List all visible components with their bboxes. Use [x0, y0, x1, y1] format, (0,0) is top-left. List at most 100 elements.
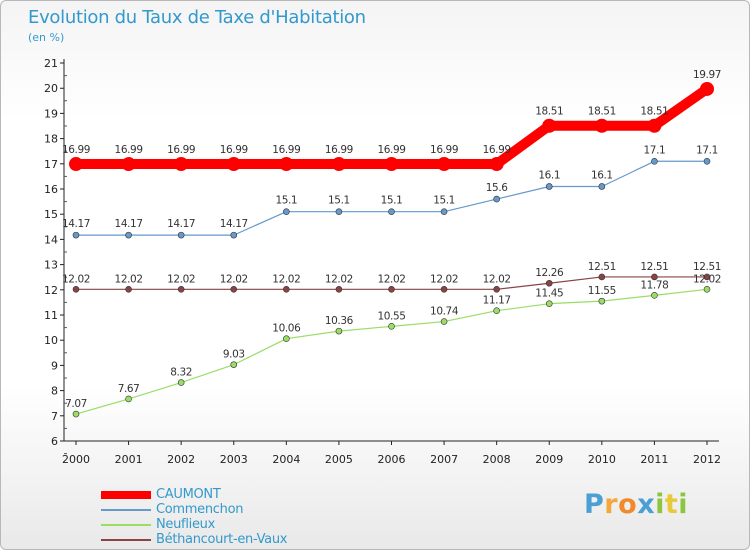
logo-letter: o	[618, 489, 638, 520]
y-tick-label: 10	[44, 334, 58, 347]
data-label: 18.51	[588, 106, 616, 118]
data-label: 17.1	[696, 144, 718, 156]
chart-subtitle: (en %)	[28, 31, 65, 44]
data-label: 14.17	[62, 218, 90, 230]
series-point-3	[72, 285, 80, 293]
chart-title: Evolution du Taux de Taxe d'Habitation	[28, 7, 366, 28]
data-label: 9.03	[223, 349, 245, 361]
proxiti-logo: Proxiti	[584, 489, 688, 520]
series-point-1	[493, 195, 500, 203]
data-label: 16.99	[62, 144, 90, 156]
data-label: 16.99	[115, 144, 143, 156]
data-label: 10.06	[272, 323, 301, 335]
series-point-3	[177, 285, 185, 293]
data-label: 16.99	[483, 144, 511, 156]
data-label: 16.99	[325, 144, 353, 156]
series-point-1	[703, 157, 711, 165]
series-point-0	[489, 157, 504, 172]
logo-letter: P	[584, 489, 605, 520]
series-point-0	[647, 118, 662, 133]
y-tick-label: 8	[51, 385, 58, 398]
y-tick-label: 13	[44, 259, 58, 272]
data-label: 7.07	[65, 398, 87, 410]
y-tick-label: 18	[44, 133, 58, 146]
data-label: 12.02	[167, 273, 195, 285]
series-point-1	[283, 208, 290, 215]
series-point-0	[384, 157, 399, 172]
data-label: 10.55	[377, 310, 405, 322]
legend-item-commenchon: Commenchon	[101, 502, 287, 517]
legend-label: Béthancourt-en-Vaux	[156, 532, 288, 547]
series-point-3	[388, 285, 395, 293]
series-point-2	[598, 297, 606, 305]
x-tick-label: 2009	[535, 453, 563, 466]
series-point-1	[177, 231, 185, 239]
y-tick-label: 17	[44, 158, 58, 171]
series-point-1	[598, 183, 606, 190]
series-point-3	[283, 285, 290, 293]
x-tick-label: 2004	[272, 453, 300, 466]
data-label: 10.36	[325, 315, 354, 327]
y-tick-label: 6	[51, 435, 58, 448]
data-label: 18.51	[535, 106, 563, 118]
series-point-1	[125, 231, 132, 239]
y-tick-label: 12	[44, 284, 58, 297]
data-label: 7.67	[118, 383, 140, 395]
series-point-1	[388, 208, 395, 215]
y-tick-label: 15	[44, 208, 58, 221]
x-tick-label: 2011	[640, 453, 668, 466]
series-point-2	[703, 285, 711, 293]
series-point-0	[594, 118, 609, 133]
y-tick-label: 16	[44, 183, 58, 196]
x-tick-label: 2010	[588, 453, 616, 466]
series-point-2	[388, 323, 395, 330]
data-label: 12.51	[693, 261, 721, 273]
logo-letter: r	[604, 489, 619, 520]
legend: CAUMONT Commenchon Neuflieux Béthancourt…	[101, 487, 287, 547]
data-label: 12.51	[640, 261, 668, 273]
data-label: 15.1	[433, 195, 455, 207]
data-label: 12.02	[62, 273, 90, 285]
data-label: 16.99	[220, 144, 248, 156]
data-label: 12.02	[483, 273, 511, 285]
data-label: 12.02	[115, 273, 143, 285]
legend-item-bethancourt: Béthancourt-en-Vaux	[101, 532, 287, 547]
legend-swatch-caumont	[101, 490, 151, 499]
data-label: 16.99	[167, 144, 195, 156]
data-label: 16.99	[377, 144, 405, 156]
data-label: 12.02	[325, 273, 353, 285]
data-label: 11.45	[535, 288, 563, 300]
data-label: 16.99	[430, 144, 458, 156]
series-point-0	[700, 81, 714, 96]
data-label: 12.02	[430, 273, 458, 285]
data-label: 12.02	[693, 273, 721, 285]
y-tick-label: 20	[44, 82, 58, 95]
data-label: 19.97	[693, 69, 721, 81]
series-point-1	[230, 231, 238, 239]
series-point-2	[283, 335, 290, 342]
legend-swatch-neuflieux	[101, 523, 151, 526]
series-point-2	[440, 318, 448, 325]
x-tick-label: 2000	[62, 453, 90, 466]
series-point-2	[230, 361, 238, 368]
series-point-2	[651, 292, 658, 299]
data-label: 12.51	[588, 261, 616, 273]
series-point-0	[279, 157, 294, 172]
series-point-3	[335, 285, 343, 293]
x-tick-label: 2012	[693, 453, 721, 466]
series-point-2	[177, 379, 185, 386]
x-tick-label: 2002	[167, 453, 195, 466]
data-label: 14.17	[167, 218, 195, 230]
series-point-0	[121, 157, 136, 172]
data-label: 15.1	[328, 195, 350, 207]
y-tick-label: 11	[44, 309, 58, 322]
data-label: 15.1	[381, 195, 403, 207]
data-label: 16.99	[272, 144, 300, 156]
series-point-0	[226, 157, 241, 172]
series-point-1	[72, 231, 80, 239]
data-label: 17.1	[644, 144, 666, 156]
logo-letter: i	[678, 489, 689, 520]
series-point-3	[440, 285, 448, 293]
series-point-3	[703, 273, 711, 281]
